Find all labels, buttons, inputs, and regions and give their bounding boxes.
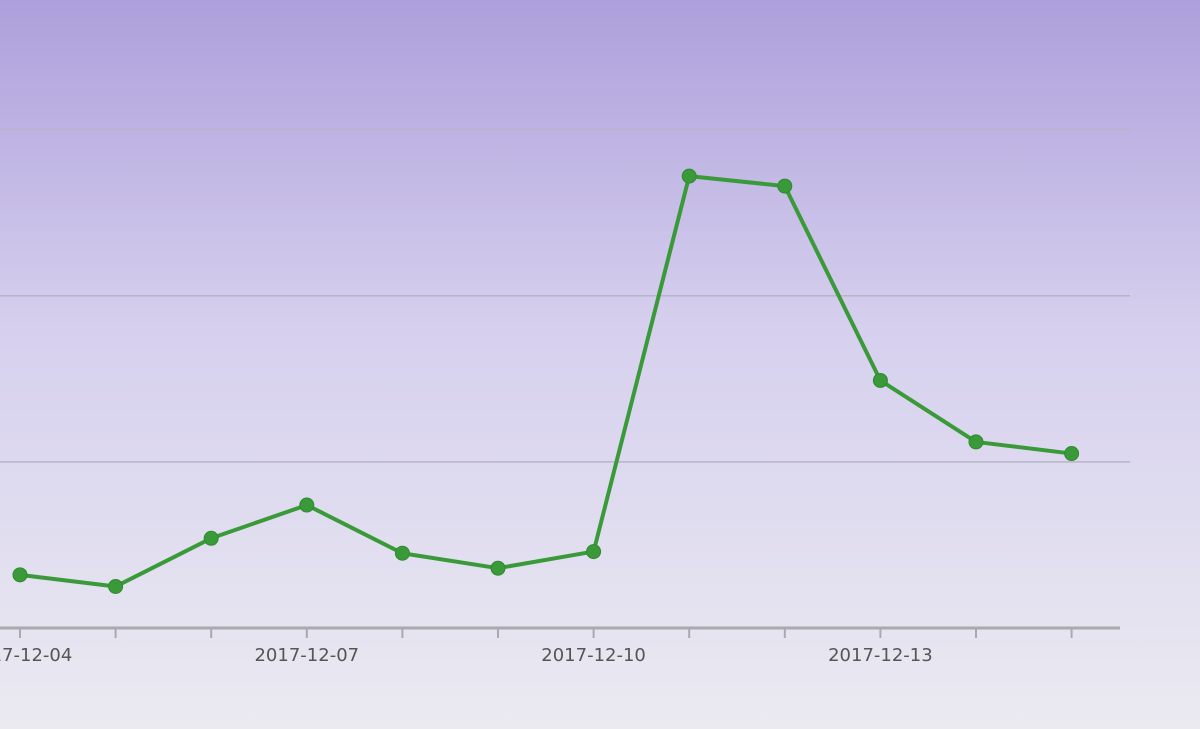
x-tick-label: 2017-12-13 <box>828 645 933 666</box>
x-tick-label: 2017-12-07 <box>254 645 359 666</box>
data-point <box>777 178 793 194</box>
data-point <box>968 434 984 450</box>
data-point <box>299 497 315 513</box>
data-point <box>12 567 28 583</box>
data-line <box>19 174 1072 589</box>
data-point <box>1064 446 1080 462</box>
data-point <box>203 530 219 546</box>
x-tick-label: 2017-12-10 <box>541 645 646 666</box>
data-point <box>394 545 410 561</box>
data-point <box>872 372 888 388</box>
x-tick-label: 2017-12-04 <box>0 645 72 666</box>
data-point <box>108 578 124 594</box>
data-point <box>490 560 506 576</box>
data-point <box>586 544 602 560</box>
data-point <box>681 168 697 184</box>
